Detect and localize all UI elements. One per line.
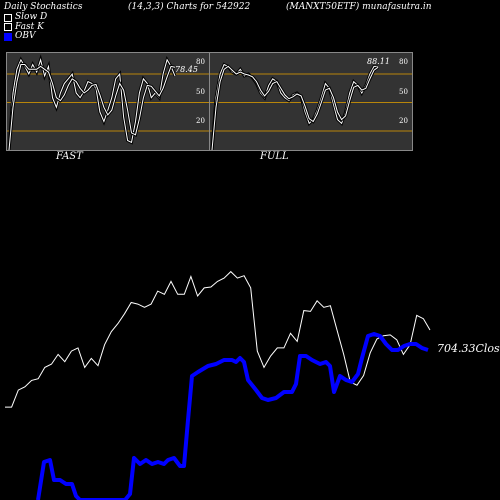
full-level-20: 20 [399,117,408,125]
legend-swatch-fast-k [4,23,12,32]
fast-last-value: 78.45 [175,65,198,74]
fast-series-fast-k [8,57,176,150]
legend-swatch-obv [4,32,12,41]
full-series-slow-d [211,65,379,150]
fast-level-50: 50 [196,88,205,96]
close-price-line [5,270,431,408]
full-level-80: 80 [399,58,408,66]
full-level-50: 50 [399,88,408,96]
full-panel-label: FULL [260,151,289,162]
legend-item-obv: OBV [4,31,47,42]
legend-swatch-slow-d [4,13,12,22]
legend-label-obv: OBV [15,31,36,41]
fast-level-80: 80 [196,58,205,66]
obv-line [36,332,429,500]
fast-stochastic-panel: 80 50 20 78.45 [6,52,210,151]
fast-level-20: 20 [196,117,205,125]
fast-series-slow-d [8,64,176,150]
fast-panel-label: FAST [56,151,83,162]
legend: Slow D Fast K OBV [4,12,48,42]
full-stochastic-chart [210,62,412,150]
full-stochastic-panel: 80 50 20 88.11 [209,52,413,151]
header-charts-for: (14,3,3) Charts for 542922 [128,2,251,12]
close-price-label: 704.33Close [437,342,500,355]
legend-label-slow-d: Slow D [15,12,48,22]
header-symbol-site: (MANXT50ETF) munafasutra.in [286,2,432,12]
header-title: Daily Stochastics [4,2,83,12]
legend-item-slow-d: Slow D [4,12,48,23]
legend-item-fast-k: Fast K [4,21,47,33]
legend-label-fast-k: Fast K [15,21,44,32]
full-last-value: 88.11 [367,57,390,66]
fast-stochastic-chart [7,54,209,150]
